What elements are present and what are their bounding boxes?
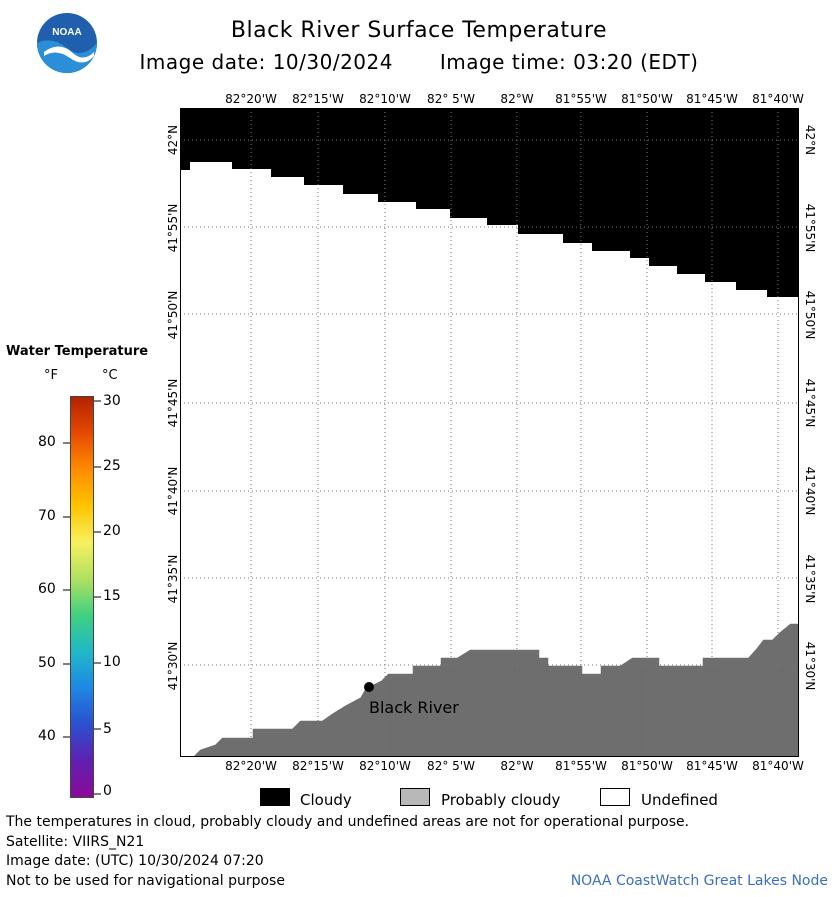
lat-tick-left: 41°30'N bbox=[166, 641, 180, 691]
fahrenheit-tick: 40 bbox=[38, 728, 56, 744]
lat-tick-left: 42°N bbox=[166, 124, 180, 156]
celsius-tick: 15 bbox=[103, 588, 121, 604]
lon-tick-bottom: 81°50'W bbox=[621, 759, 673, 773]
lat-tick-right: 41°45'N bbox=[803, 378, 817, 428]
lon-tick-bottom: 81°40'W bbox=[752, 759, 804, 773]
map-panel[interactable] bbox=[180, 108, 800, 758]
disclaimer-text: The temperatures in cloud, probably clou… bbox=[6, 814, 690, 830]
lat-tick-left: 41°45'N bbox=[166, 378, 180, 428]
celsius-tick: 10 bbox=[103, 654, 121, 670]
lon-tick-top: 82°10'W bbox=[359, 92, 411, 106]
credit-link[interactable]: NOAA CoastWatch Great Lakes Node bbox=[570, 873, 828, 889]
lon-tick-bottom: 82°20'W bbox=[225, 759, 277, 773]
satellite-text: Satellite: VIIRS_N21 bbox=[6, 834, 145, 850]
unit-celsius: °C bbox=[102, 368, 118, 383]
fahrenheit-tick: 70 bbox=[38, 508, 56, 524]
image-datetime: Image date: 10/30/2024 Image time: 03:20… bbox=[0, 50, 838, 74]
lon-tick-top: 81°55'W bbox=[555, 92, 607, 106]
place-label-black-river: Black River bbox=[369, 698, 459, 717]
lon-tick-top: 82°20'W bbox=[225, 92, 277, 106]
lat-tick-right: 41°55'N bbox=[803, 203, 817, 253]
image-time: Image time: 03:20 (EDT) bbox=[439, 50, 699, 74]
lon-tick-bottom: 82°15'W bbox=[292, 759, 344, 773]
noaa-logo-icon: NOAA bbox=[36, 12, 98, 74]
lon-tick-top: 81°45'W bbox=[686, 92, 738, 106]
celsius-tick: 25 bbox=[103, 458, 121, 474]
land-region bbox=[180, 622, 800, 758]
map-border bbox=[180, 108, 799, 757]
legend-label-cloudy: Cloudy bbox=[300, 791, 352, 809]
celsius-tick: 30 bbox=[103, 393, 121, 409]
celsius-tick: 0 bbox=[103, 783, 112, 799]
lat-tick-left: 41°50'N bbox=[166, 290, 180, 340]
lon-tick-top: 82°W bbox=[500, 92, 534, 106]
lat-tick-left: 41°40'N bbox=[166, 466, 180, 516]
unit-fahrenheit: °F bbox=[44, 368, 58, 383]
utc-date-text: Image date: (UTC) 10/30/2024 07:20 bbox=[6, 853, 264, 869]
legend-swatch-probably-cloudy bbox=[400, 788, 430, 806]
lon-tick-bottom: 81°45'W bbox=[686, 759, 738, 773]
legend-label-probably-cloudy: Probably cloudy bbox=[441, 791, 561, 809]
lat-tick-right: 41°50'N bbox=[803, 290, 817, 340]
legend-swatch-undefined bbox=[600, 788, 630, 806]
color-scale-title: Water Temperature bbox=[6, 344, 149, 359]
fahrenheit-tick: 50 bbox=[38, 655, 56, 671]
map-canvas bbox=[180, 108, 800, 758]
celsius-tick: 20 bbox=[103, 523, 121, 539]
lat-tick-right: 41°40'N bbox=[803, 466, 817, 516]
lon-tick-bottom: 82°10'W bbox=[359, 759, 411, 773]
lon-tick-bottom: 81°55'W bbox=[555, 759, 607, 773]
black-river-marker[interactable] bbox=[364, 682, 374, 692]
lon-tick-bottom: 82° 5'W bbox=[427, 759, 475, 773]
color-bar-ticks bbox=[63, 396, 101, 798]
lon-tick-top: 82°15'W bbox=[292, 92, 344, 106]
lon-tick-top: 81°50'W bbox=[621, 92, 673, 106]
legend-label-undefined: Undefined bbox=[641, 791, 718, 809]
image-date: Image date: 10/30/2024 bbox=[139, 50, 393, 74]
lon-tick-bottom: 82°W bbox=[500, 759, 534, 773]
lat-tick-right: 41°30'N bbox=[803, 641, 817, 691]
grid-lines bbox=[180, 108, 799, 757]
legend-swatch-cloudy bbox=[260, 788, 290, 806]
lon-tick-top: 82° 5'W bbox=[427, 92, 475, 106]
color-bar bbox=[70, 396, 94, 798]
lon-tick-top: 81°40'W bbox=[752, 92, 804, 106]
fahrenheit-tick: 60 bbox=[38, 581, 56, 597]
lat-tick-right: 42°N bbox=[803, 124, 817, 156]
cloud-region bbox=[180, 108, 799, 297]
logo-text: NOAA bbox=[52, 27, 81, 38]
page-title: Black River Surface Temperature bbox=[230, 18, 608, 43]
fahrenheit-tick: 80 bbox=[38, 434, 56, 450]
lat-tick-left: 41°55'N bbox=[166, 203, 180, 253]
lat-tick-left: 41°35'N bbox=[166, 554, 180, 604]
navigation-warning: Not to be used for navigational purpose bbox=[6, 873, 285, 889]
lat-tick-right: 41°35'N bbox=[803, 554, 817, 604]
celsius-tick: 5 bbox=[103, 721, 112, 737]
